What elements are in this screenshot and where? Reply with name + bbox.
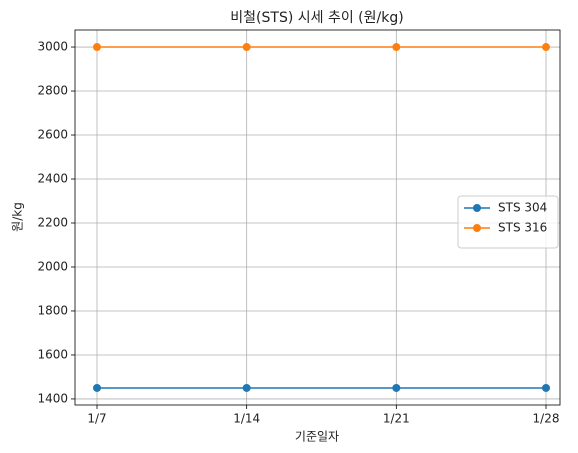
y-tick-label: 2400	[37, 172, 68, 186]
x-axis-label: 기준일자	[295, 430, 339, 444]
legend-marker	[473, 224, 481, 232]
data-point	[93, 43, 101, 52]
y-axis-label: 원/kg	[11, 202, 25, 232]
y-tick-label: 2200	[37, 215, 68, 229]
legend-box	[457, 195, 559, 249]
data-point	[542, 43, 550, 52]
y-tick-label: 3000	[37, 40, 68, 54]
data-point	[542, 383, 550, 392]
y-tick-label: 1800	[37, 303, 68, 317]
legend-marker	[473, 204, 481, 212]
data-point	[242, 43, 251, 52]
x-tick-label: 1/7	[87, 412, 106, 426]
data-point	[242, 383, 251, 392]
x-tick-label: 1/21	[383, 412, 410, 426]
x-tick-label: 1/28	[533, 412, 560, 426]
data-point	[392, 383, 401, 392]
data-point	[392, 43, 401, 52]
legend: STS 304 STS 316	[457, 195, 559, 249]
y-tick-label: 1600	[37, 347, 68, 361]
y-tick-label: 2000	[37, 259, 68, 273]
legend-label: STS 316	[498, 221, 547, 235]
y-tick-label: 2800	[37, 84, 68, 98]
x-tick-label: 1/14	[233, 412, 260, 426]
y-tick-label: 2600	[37, 128, 68, 142]
data-point	[93, 383, 101, 392]
legend-label: STS 304	[498, 201, 547, 215]
chart-title: 비철(STS) 시세 추이 (원/kg)	[230, 10, 403, 26]
plot-frame	[74, 29, 561, 406]
y-tick-label: 1400	[37, 391, 68, 405]
